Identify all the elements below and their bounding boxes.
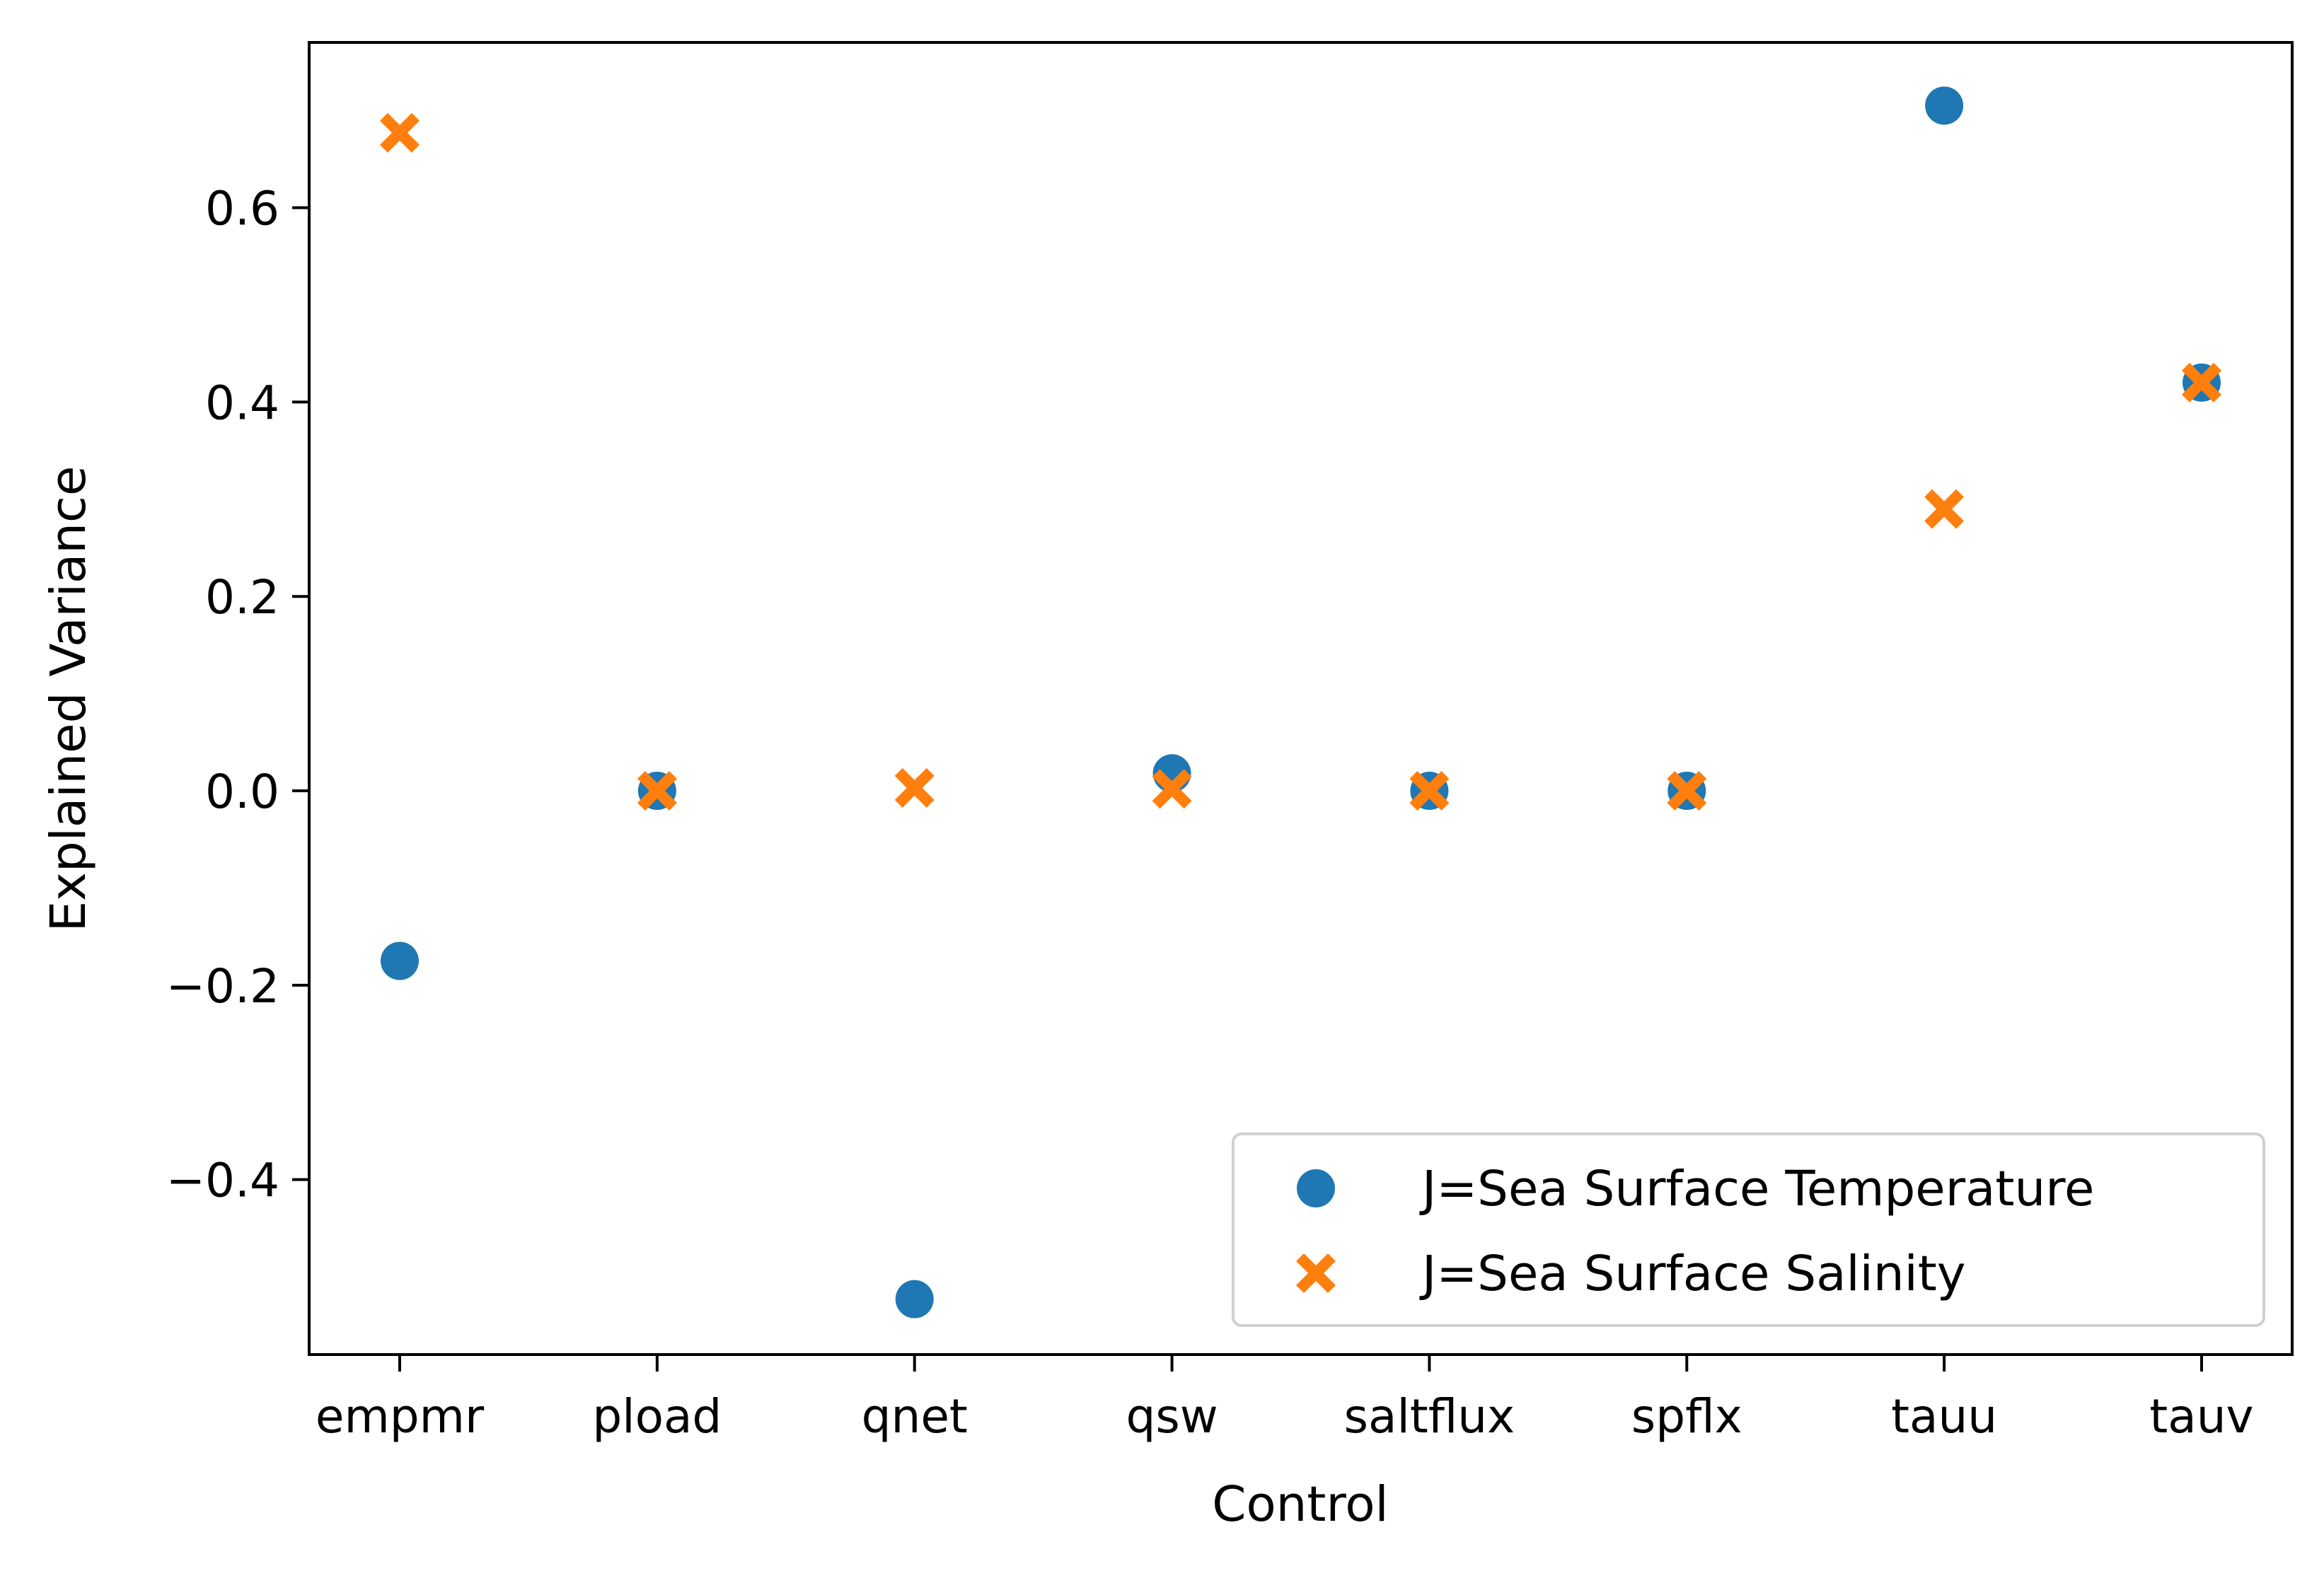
data-point-circle [1925, 86, 1964, 125]
x-tick-label: saltflux [1344, 1389, 1515, 1444]
legend-label: J=Sea Surface Salinity [1419, 1246, 1966, 1302]
data-point-x [1924, 489, 1965, 529]
legend-marker [1296, 1253, 1336, 1293]
data-point-circle [895, 1280, 934, 1318]
data-point-x [1409, 771, 1450, 811]
legend-label: J=Sea Surface Temperature [1419, 1161, 2095, 1217]
y-axis: −0.4 −0.2 0.0 0.2 0.4 0.6 [166, 182, 309, 1208]
data-point-x [380, 112, 420, 153]
data-marks [380, 86, 2221, 1318]
x-tick-label: qnet [862, 1389, 968, 1444]
y-tick-label: −0.4 [166, 1154, 279, 1208]
y-axis-label: Explained Variance [40, 466, 97, 932]
data-point-x [2182, 362, 2221, 402]
y-tick-label: 0.0 [205, 765, 279, 819]
data-point-x [1152, 769, 1192, 809]
x-tick-label: spflx [1631, 1389, 1742, 1444]
y-tick-label: 0.6 [205, 182, 279, 236]
data-point-x [894, 767, 935, 808]
y-tick-label: 0.4 [205, 376, 279, 430]
x-axis: empmr pload qnet qsw saltflux spflx tauu tauv [316, 1355, 2254, 1444]
x-axis-label: Control [1212, 1476, 1388, 1533]
x-tick-label: tauu [1891, 1389, 1997, 1444]
data-point-circle [381, 941, 419, 980]
x-tick-label: empmr [316, 1389, 485, 1444]
x-tick-label: qsw [1126, 1389, 1218, 1444]
y-tick-label: −0.2 [166, 959, 279, 1014]
legend-box [1232, 1132, 2265, 1327]
data-point-x [637, 771, 677, 811]
legend-marker [1297, 1169, 1335, 1207]
data-point-x [1667, 771, 1707, 811]
legend: J=Sea Surface Temperature J=Sea Surface S… [1232, 1132, 2265, 1327]
series-2 [380, 112, 2221, 811]
legend-items: J=Sea Surface Temperature J=Sea Surface S… [1296, 1161, 2095, 1302]
x-tick-label: pload [592, 1389, 722, 1444]
y-tick-label: 0.2 [205, 570, 279, 625]
plot-frame [308, 41, 2294, 1356]
x-tick-label: tauv [2149, 1389, 2253, 1444]
